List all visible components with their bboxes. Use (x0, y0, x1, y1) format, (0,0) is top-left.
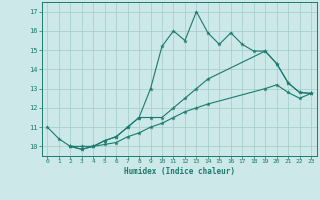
X-axis label: Humidex (Indice chaleur): Humidex (Indice chaleur) (124, 167, 235, 176)
